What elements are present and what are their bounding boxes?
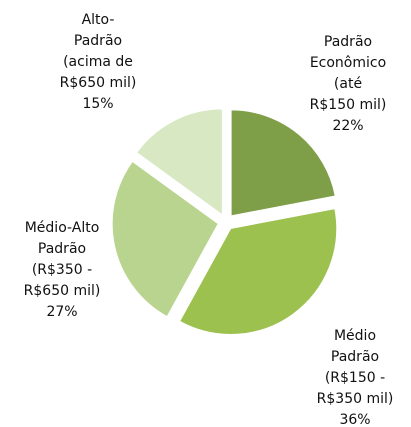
slice-label: R$150 mil) — [310, 97, 387, 113]
value-label: 15% — [82, 96, 113, 112]
slice-label: R$350 mil) — [317, 391, 394, 407]
slice-label: R$650 mil) — [24, 283, 101, 299]
pie-slice — [230, 109, 336, 217]
value-label: 22% — [332, 118, 363, 134]
pie-slice — [135, 108, 223, 216]
pie-slice — [111, 160, 219, 318]
slice-label: Alto- — [82, 12, 115, 28]
slice-label: Padrão — [74, 33, 122, 49]
slice-label: Médio — [334, 328, 376, 344]
pie-slice — [178, 208, 338, 335]
slice-label: (até — [334, 76, 362, 92]
slice-label: Padrão — [324, 34, 372, 50]
slice-label: Padrão — [38, 241, 86, 257]
value-label: 27% — [46, 304, 77, 320]
slice-label: (acima de — [63, 54, 133, 70]
slice-label: Médio-Alto — [25, 220, 100, 236]
slice-label: R$650 mil) — [60, 75, 137, 91]
slice-label: (R$350 - — [32, 262, 92, 278]
slice-label: (R$150 - — [325, 370, 385, 386]
slice-label: Econômico — [310, 55, 386, 71]
slice-label: Padrão — [331, 349, 379, 365]
value-label: 36% — [339, 412, 370, 427]
